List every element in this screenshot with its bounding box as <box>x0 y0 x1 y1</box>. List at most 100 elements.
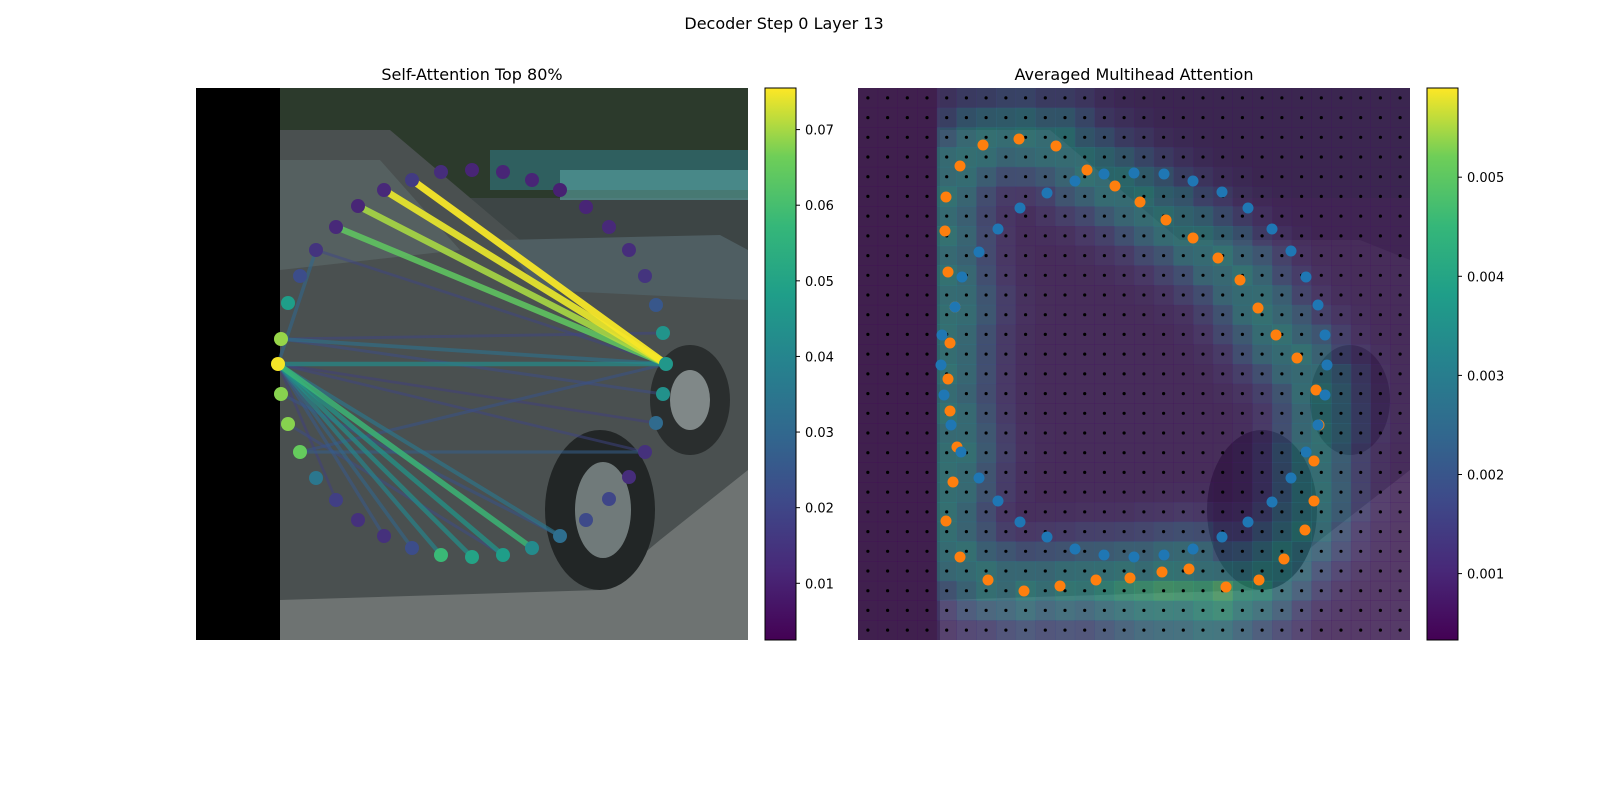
series-point <box>1321 359 1333 371</box>
grid-dot <box>1063 175 1067 179</box>
grid-dot <box>1339 392 1343 396</box>
grid-dot <box>1359 608 1363 613</box>
series-point <box>1134 196 1146 208</box>
right-panel-title: Averaged Multihead Attention <box>1015 65 1254 84</box>
grid-dot <box>1063 293 1067 297</box>
grid-dot <box>1063 451 1067 455</box>
colorbar-tick-label: 0.05 <box>805 275 834 290</box>
grid-dot <box>1319 352 1323 356</box>
grid-dot <box>1319 175 1323 179</box>
grid-dot <box>1240 490 1244 494</box>
grid-dot <box>925 569 929 573</box>
grid-dot <box>1043 96 1047 100</box>
series-point <box>954 160 966 172</box>
grid-dot <box>1024 490 1028 494</box>
grid-dot <box>1004 194 1008 198</box>
grid-dot <box>1300 234 1304 238</box>
grid-dot <box>1122 510 1126 514</box>
grid-dot <box>866 273 870 277</box>
grid-dot <box>1221 372 1225 376</box>
attention-edge <box>354 202 670 368</box>
grid-dot <box>1043 135 1047 139</box>
grid-dot <box>1083 155 1087 159</box>
grid-dot <box>1260 411 1264 415</box>
grid-dot <box>1122 628 1126 632</box>
grid-dot <box>866 470 870 474</box>
grid-dot <box>964 332 969 336</box>
grid-dot <box>1063 313 1067 317</box>
attention-edges <box>275 176 670 560</box>
grid-dot <box>964 194 969 198</box>
grid-dot <box>925 589 929 593</box>
grid-dot <box>1339 96 1343 100</box>
grid-dot <box>984 470 988 474</box>
grid-dot <box>1083 569 1087 573</box>
grid-dot <box>866 194 870 198</box>
series-point <box>1069 543 1081 555</box>
grid-dot <box>925 451 929 455</box>
grid-dot <box>1063 569 1067 573</box>
grid-dot <box>1339 116 1343 120</box>
grid-dot <box>905 372 909 376</box>
grid-dot <box>1280 313 1284 317</box>
grid-dot <box>964 628 969 632</box>
grid-dot <box>1240 96 1244 100</box>
grid-dot <box>1024 116 1028 120</box>
grid-dot <box>905 332 909 336</box>
series-point <box>1312 419 1324 431</box>
grid-dot <box>866 530 870 534</box>
grid-dot <box>1102 313 1106 317</box>
grid-dot <box>866 175 870 179</box>
grid-dot <box>1280 194 1284 198</box>
grid-dot <box>1122 451 1126 455</box>
grid-dot <box>1378 175 1382 179</box>
grid-dot <box>1359 194 1363 198</box>
grid-dot <box>1280 569 1284 573</box>
grid-dot <box>886 116 890 120</box>
grid-dot <box>1142 510 1146 514</box>
grid-dot <box>1319 589 1323 593</box>
series-point <box>977 139 989 151</box>
grid-dot <box>866 234 870 238</box>
grid-dot <box>1260 372 1264 376</box>
grid-dot <box>1221 293 1225 297</box>
grid-dot <box>1221 116 1225 120</box>
grid-dot <box>984 569 988 573</box>
grid-dot <box>886 313 890 317</box>
grid-dot <box>1378 254 1382 258</box>
grid-dot <box>1359 175 1363 179</box>
grid-dot <box>1142 194 1146 198</box>
grid-dot <box>1359 313 1363 317</box>
grid-dot <box>1339 332 1343 336</box>
grid-dot <box>886 234 890 238</box>
grid-dot <box>1024 234 1028 238</box>
series-point <box>1212 252 1224 264</box>
query-point <box>377 529 391 543</box>
grid-dot <box>1398 273 1402 277</box>
grid-dot <box>1378 589 1382 593</box>
grid-dot <box>1260 254 1264 258</box>
grid-dot <box>1181 155 1185 159</box>
grid-dot <box>1221 470 1225 474</box>
grid-dot <box>1201 175 1205 179</box>
grid-dot <box>1024 372 1028 376</box>
grid-dot <box>964 135 969 139</box>
grid-dot <box>1004 510 1008 514</box>
query-point <box>602 220 616 234</box>
grid-dot <box>1122 392 1126 396</box>
grid-dot <box>984 372 988 376</box>
grid-dot <box>1260 451 1264 455</box>
grid-dot <box>1280 372 1284 376</box>
grid-dot <box>1142 135 1146 139</box>
grid-dot <box>1063 332 1067 336</box>
grid-dot <box>1221 411 1225 415</box>
series-point <box>1291 352 1303 364</box>
grid-dot <box>1142 431 1146 435</box>
series-point <box>1018 585 1030 597</box>
grid-dot <box>905 510 909 514</box>
grid-dot <box>1181 313 1185 317</box>
grid-dot <box>1122 254 1126 258</box>
grid-dot <box>925 116 929 120</box>
grid-dot <box>984 273 988 277</box>
grid-dot <box>905 431 909 435</box>
